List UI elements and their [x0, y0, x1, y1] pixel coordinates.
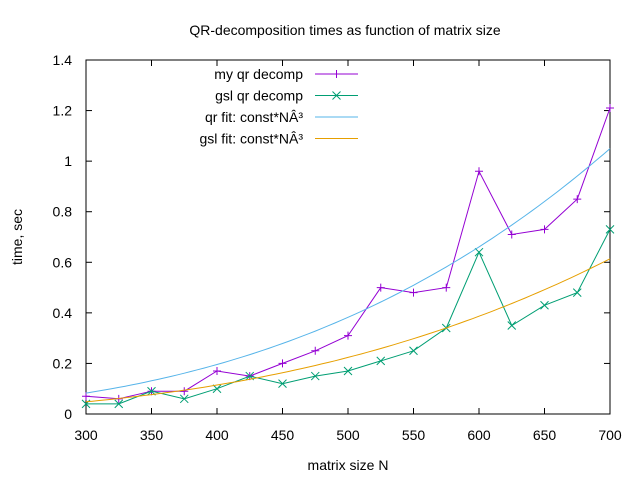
- data-point-cross-marker: [179, 394, 189, 404]
- y-tick-label: 0: [64, 406, 72, 422]
- data-point-plus-marker: [82, 392, 90, 401]
- legend-label: my qr decomp: [214, 66, 303, 82]
- y-axis-label: time, sec: [9, 209, 25, 265]
- data-point-cross-marker: [474, 247, 484, 257]
- data-point-plus-marker: [344, 331, 352, 340]
- data-point-plus-marker: [332, 70, 341, 78]
- series-1: [81, 225, 615, 409]
- data-point-cross-marker: [605, 225, 615, 234]
- data-point-cross-marker: [572, 288, 582, 297]
- plot-area: [81, 104, 615, 409]
- data-point-plus-marker: [213, 367, 221, 376]
- data-point-plus-marker: [442, 283, 451, 292]
- x-tick-label: 500: [336, 427, 360, 443]
- x-tick-label: 350: [140, 427, 164, 443]
- y-axis: 0 0.2 0.4 0.6 0.8 1 1.2 1.4: [53, 52, 610, 422]
- x-tick-label: 550: [402, 427, 426, 443]
- x-tick-label: 600: [467, 427, 491, 443]
- data-point-plus-marker: [180, 387, 189, 396]
- x-tick-label: 300: [74, 427, 98, 443]
- fit-curve: [85, 258, 611, 403]
- data-point-cross-marker: [310, 371, 320, 381]
- x-tick-label: 450: [271, 427, 295, 443]
- data-point-cross-marker: [376, 356, 386, 366]
- data-point-cross-marker: [212, 384, 222, 394]
- data-point-cross-marker: [114, 399, 124, 409]
- data-point-cross-marker: [343, 366, 353, 376]
- legend-label: gsl fit: const*NÂ³: [200, 131, 304, 147]
- legend: my qr decomp gsl qr decomp qr fit: const*N…: [200, 66, 358, 147]
- x-tick-label: 650: [533, 427, 557, 443]
- data-point-cross-marker: [332, 91, 341, 100]
- data-point-plus-marker: [573, 195, 582, 204]
- y-tick-label: 0.6: [53, 254, 73, 270]
- y-tick-label: 0.4: [53, 305, 73, 321]
- data-point-plus-marker: [376, 283, 385, 292]
- data-point-plus-marker: [540, 225, 549, 234]
- x-axis: 300 350 400 450 500 550 600 650 700: [74, 60, 622, 443]
- series-3: [85, 258, 611, 403]
- legend-label: gsl qr decomp: [215, 88, 303, 104]
- y-tick-label: 0.2: [53, 355, 73, 371]
- y-tick-label: 0.8: [53, 204, 73, 220]
- data-point-cross-marker: [507, 321, 517, 330]
- data-point-plus-marker: [311, 346, 320, 355]
- series-0: [82, 104, 614, 403]
- y-tick-label: 1.2: [53, 103, 73, 119]
- plot-frame: [85, 59, 611, 415]
- data-point-plus-marker: [475, 167, 483, 176]
- y-tick-label: 1.4: [53, 52, 73, 68]
- fit-curve: [85, 148, 611, 394]
- legend-label: qr fit: const*NÂ³: [205, 109, 303, 125]
- y-tick-label: 1: [64, 153, 72, 169]
- x-axis-label: matrix size N: [308, 457, 389, 473]
- data-point-plus-marker: [606, 104, 614, 113]
- x-tick-label: 400: [205, 427, 229, 443]
- data-point-plus-marker: [409, 288, 418, 297]
- data-point-plus-marker: [278, 359, 287, 368]
- series-2: [85, 148, 611, 394]
- chart-title: QR-decomposition times as function of ma…: [189, 22, 500, 38]
- x-tick-label: 700: [598, 427, 622, 443]
- data-point-plus-marker: [507, 230, 516, 239]
- data-point-cross-marker: [540, 300, 549, 310]
- series-line: [85, 107, 611, 400]
- data-point-cross-marker: [278, 379, 287, 389]
- data-point-cross-marker: [409, 346, 418, 356]
